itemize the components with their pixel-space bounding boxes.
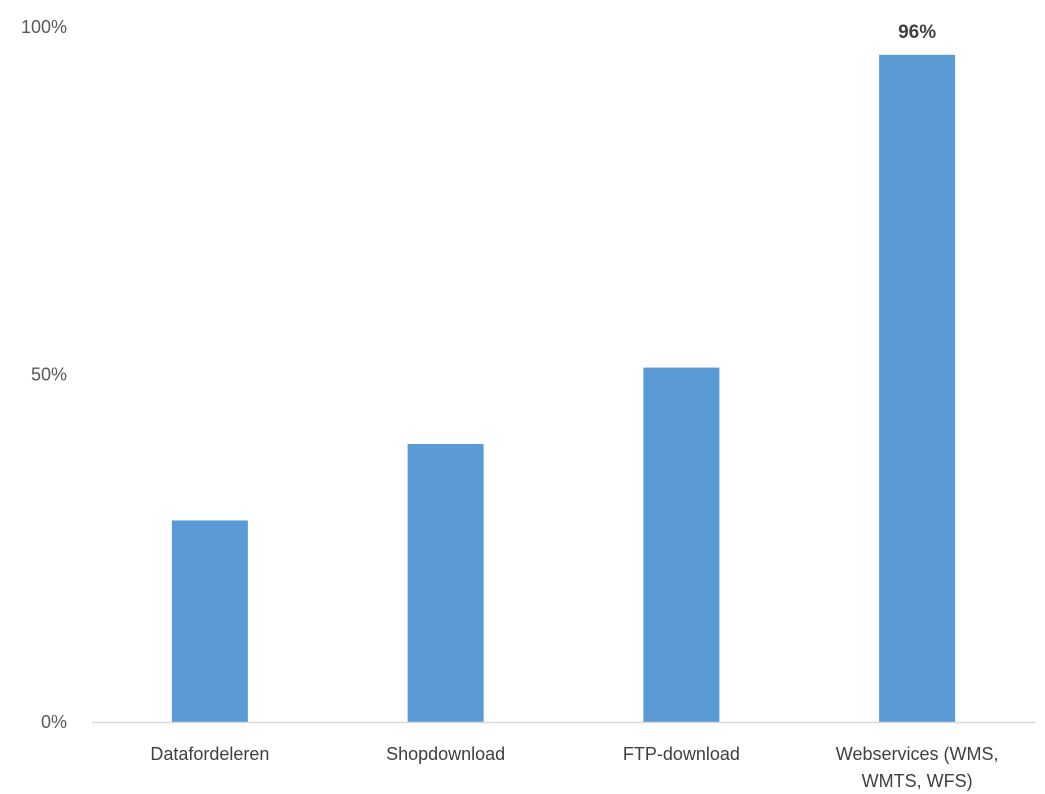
category-label: FTP-download	[623, 744, 740, 764]
y-axis-tick-labels: 0% 50% 100%	[21, 17, 67, 732]
category-label-line: Datafordeleren	[150, 744, 269, 764]
category-label: Datafordeleren	[150, 744, 269, 764]
x-axis-category-labels: Datafordeleren Shopdownload FTP-download We…	[150, 744, 998, 791]
category-label-line: FTP-download	[623, 744, 740, 764]
y-tick-label: 100%	[21, 17, 67, 37]
y-tick-label: 50%	[31, 365, 67, 385]
bar	[643, 367, 720, 722]
category-label: Shopdownload	[386, 744, 505, 764]
bars	[171, 54, 956, 723]
bar	[171, 520, 248, 722]
data-labels: 96%	[898, 22, 936, 43]
y-tick-label: 0%	[41, 712, 67, 732]
category-label-line: WMTS, WFS)	[862, 771, 973, 791]
data-label: 96%	[898, 22, 936, 43]
bar	[407, 444, 484, 722]
category-label: Webservices (WMS, WMTS, WFS)	[836, 744, 999, 791]
category-label-line: Webservices (WMS,	[836, 744, 999, 764]
category-label-line: Shopdownload	[386, 744, 505, 764]
bar	[879, 54, 956, 723]
